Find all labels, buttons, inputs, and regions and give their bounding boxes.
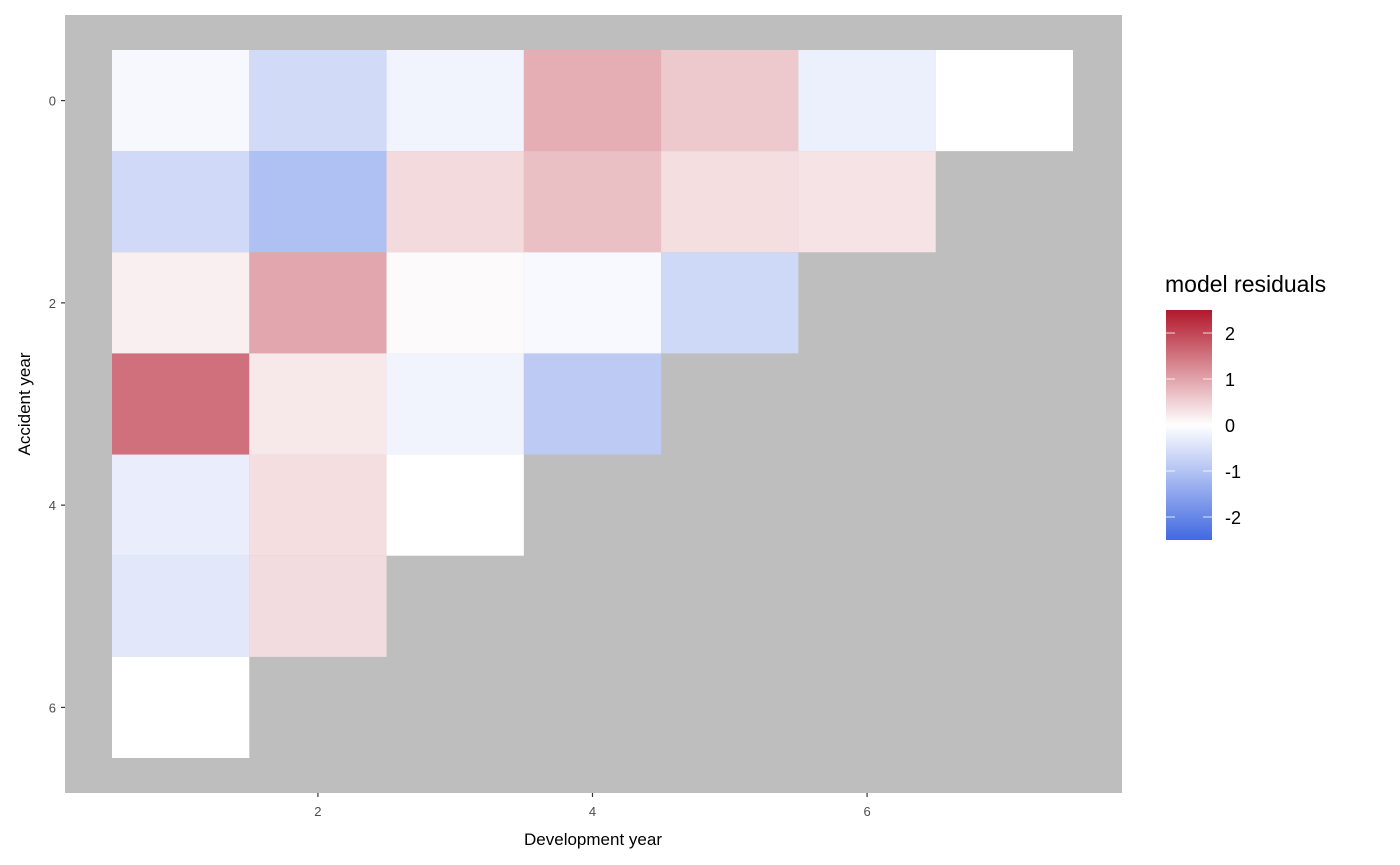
legend-tick-label--2: -2 bbox=[1225, 508, 1241, 528]
heatmap-cell-5-1 bbox=[661, 151, 799, 253]
legend-tick-label--1: -1 bbox=[1225, 462, 1241, 482]
y-axis-title: Accident year bbox=[15, 352, 34, 455]
heatmap-cell-3-0 bbox=[386, 50, 524, 152]
x-axis-title: Development year bbox=[524, 830, 662, 849]
heatmap-cell-1-3 bbox=[112, 353, 250, 455]
y-tick-label-2: 2 bbox=[49, 296, 56, 311]
heatmap-cell-6-1 bbox=[798, 151, 936, 253]
x-tick-label-6: 6 bbox=[863, 804, 870, 819]
heatmap-cell-3-2 bbox=[386, 252, 524, 354]
heatmap-cell-1-4 bbox=[112, 454, 250, 556]
legend-title: model residuals bbox=[1165, 271, 1326, 297]
heatmap-cell-4-3 bbox=[523, 353, 662, 455]
heatmap-cell-2-5 bbox=[249, 555, 387, 657]
heatmap-cell-2-3 bbox=[249, 353, 387, 455]
heatmap-cells bbox=[112, 50, 1073, 758]
x-tick-label-4: 4 bbox=[589, 804, 596, 819]
heatmap-cell-1-5 bbox=[112, 555, 250, 657]
heatmap-cell-1-6 bbox=[112, 656, 250, 758]
heatmap-cell-3-3 bbox=[386, 353, 524, 455]
heatmap-cell-6-0 bbox=[798, 50, 936, 152]
y-tick-label-0: 0 bbox=[49, 94, 56, 109]
heatmap-cell-1-2 bbox=[112, 252, 250, 354]
legend-tick-label-0: 0 bbox=[1225, 416, 1235, 436]
heatmap-cell-5-2 bbox=[661, 252, 799, 354]
heatmap-cell-2-4 bbox=[249, 454, 387, 556]
y-axis: 0 2 4 6 bbox=[49, 94, 65, 715]
heatmap-cell-2-0 bbox=[249, 50, 387, 152]
heatmap-cell-4-0 bbox=[523, 50, 662, 152]
heatmap-cell-5-0 bbox=[661, 50, 799, 152]
legend-tick-label-2: 2 bbox=[1225, 324, 1235, 344]
heatmap-cell-4-1 bbox=[523, 151, 662, 253]
legend: model residuals 2 1 0 -1 -2 bbox=[1165, 271, 1326, 540]
legend-tick-label-1: 1 bbox=[1225, 370, 1235, 390]
heatmap-cell-1-0 bbox=[112, 50, 250, 152]
x-tick-label-2: 2 bbox=[314, 804, 321, 819]
heatmap-cell-4-2 bbox=[523, 252, 662, 354]
heatmap-cell-3-4 bbox=[386, 454, 524, 556]
y-tick-label-6: 6 bbox=[49, 700, 56, 715]
legend-ticks: 2 1 0 -1 -2 bbox=[1166, 324, 1241, 528]
heatmap-cell-2-1 bbox=[249, 151, 387, 253]
heatmap-cell-7-0 bbox=[935, 50, 1073, 152]
heatmap-cell-1-1 bbox=[112, 151, 250, 253]
y-tick-label-4: 4 bbox=[49, 498, 56, 513]
heatmap-cell-2-2 bbox=[249, 252, 387, 354]
heatmap-cell-3-1 bbox=[386, 151, 524, 253]
x-axis: 2 4 6 bbox=[314, 793, 871, 819]
